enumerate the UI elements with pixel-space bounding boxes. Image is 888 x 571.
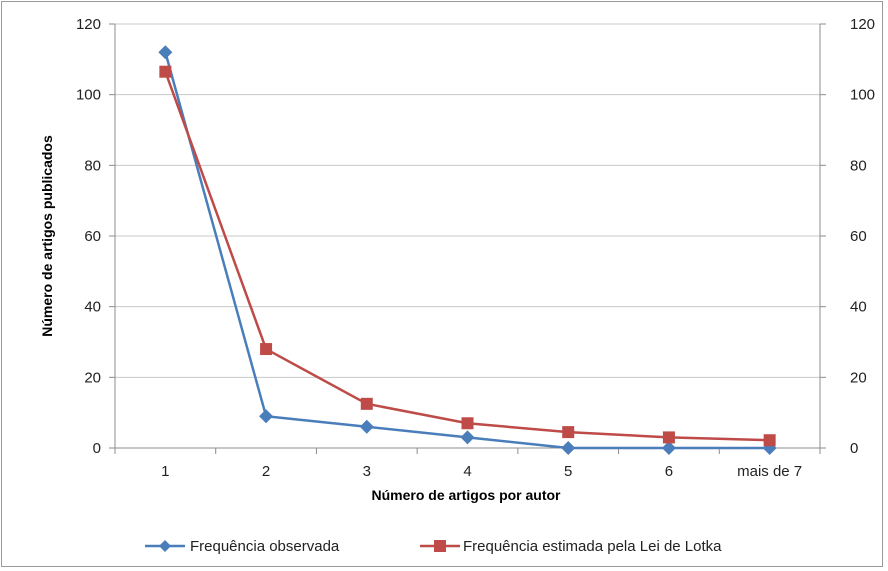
- data-point-diamond: [460, 430, 475, 445]
- legend-marker-square: [434, 540, 446, 552]
- data-point-square: [159, 65, 172, 78]
- y2-tick-label: 60: [850, 228, 867, 245]
- y-axis-left-ticks: 0 20 40 60 80 100 120: [76, 16, 101, 457]
- y2-tick-label: 20: [850, 369, 867, 386]
- y2-tick-label: 40: [850, 299, 867, 316]
- series-line-1: [164, 51, 770, 450]
- data-point-diamond: [359, 419, 374, 434]
- x-axis-ticks: 1 2 3 4 5 6 mais de 7: [161, 463, 802, 480]
- x-tick-label: 6: [665, 463, 673, 480]
- data-point-square: [662, 431, 675, 444]
- y-tick-label: 100: [76, 87, 101, 104]
- data-point-diamond: [259, 409, 274, 424]
- y-tick-label: 40: [84, 299, 101, 316]
- legend-marker-diamond: [159, 540, 171, 552]
- x-tick-label: 3: [363, 463, 371, 480]
- x-axis-label: Número de artigos por autor: [371, 487, 561, 503]
- y2-tick-label: 120: [850, 16, 875, 33]
- y-axis-right-ticks: 0 20 40 60 80 100 120: [850, 16, 875, 457]
- data-point-square: [260, 343, 273, 356]
- series-group: [158, 45, 777, 455]
- legend-label: Frequência estimada pela Lei de Lotka: [463, 538, 722, 555]
- series-line-2: [164, 71, 770, 442]
- y2-tick-label: 0: [850, 440, 858, 457]
- data-point-diamond: [158, 45, 173, 60]
- data-point-diamond: [561, 441, 576, 455]
- gridlines: [115, 23, 820, 378]
- y-tick-label: 120: [76, 16, 101, 33]
- legend-item-2: Frequência estimada pela Lei de Lotka: [420, 538, 722, 555]
- data-point-square: [360, 397, 373, 410]
- data-point-square: [763, 434, 776, 447]
- y2-tick-label: 80: [850, 157, 867, 174]
- x-tick-label: 5: [564, 463, 572, 480]
- y2-tick-label: 100: [850, 87, 875, 104]
- x-tick-label: 2: [262, 463, 270, 480]
- y-tick-label: 80: [84, 157, 101, 174]
- y-tick-label: 0: [93, 440, 101, 457]
- y-axis-label: Número de artigos publicados: [39, 135, 55, 337]
- data-point-square: [461, 417, 474, 430]
- legend-label: Frequência observada: [190, 538, 340, 555]
- x-tick-label: 4: [463, 463, 471, 480]
- y-tick-label: 60: [84, 228, 101, 245]
- y-tick-label: 20: [84, 369, 101, 386]
- legend-item-1: Frequência observada: [145, 538, 340, 555]
- x-tick-label: mais de 7: [737, 463, 802, 480]
- x-tick-label: 1: [161, 463, 169, 480]
- data-point-square: [562, 426, 575, 439]
- data-point-diamond: [661, 441, 676, 455]
- legend: Frequência observada Frequência estimada …: [145, 538, 722, 555]
